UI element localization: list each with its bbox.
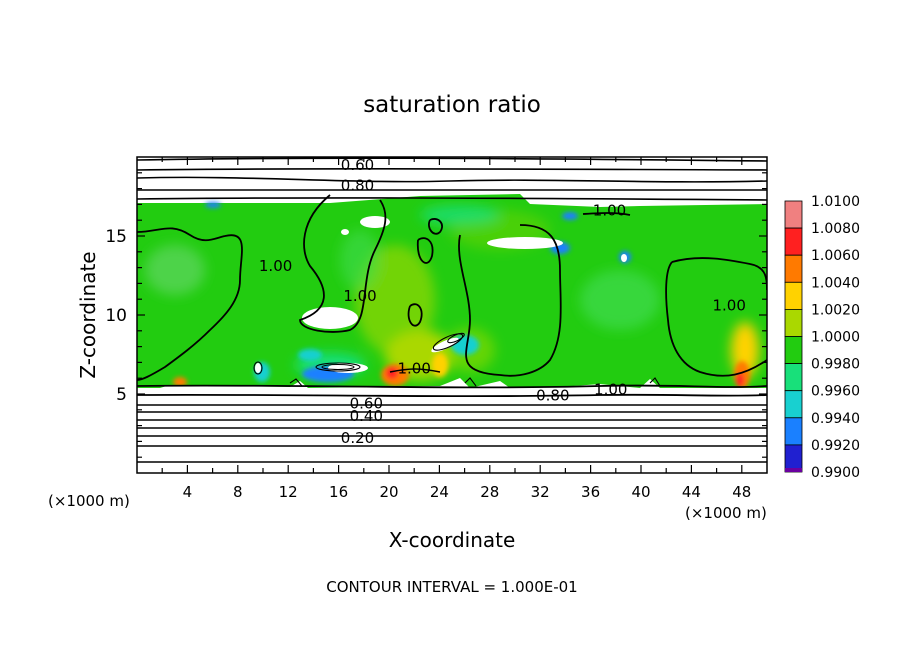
colorbar-swatch bbox=[784, 390, 803, 419]
colorbar-swatch bbox=[784, 200, 803, 229]
x-tick-label: 44 bbox=[682, 483, 701, 501]
contour-interval-text: CONTOUR INTERVAL = 1.000E-01 bbox=[326, 578, 577, 596]
colorbar-swatch bbox=[784, 281, 803, 310]
colorbar-label: 0.9980 bbox=[811, 357, 860, 373]
y-tick-label: 15 bbox=[105, 227, 127, 247]
contour-label: 0.60 bbox=[350, 394, 383, 412]
x-tick-label: 28 bbox=[480, 483, 499, 501]
y-axis: 5 10 15 bbox=[105, 172, 767, 458]
y-tick-label: 5 bbox=[116, 385, 127, 405]
x-tick-label: 24 bbox=[430, 483, 449, 501]
colorbar-label: 0.9940 bbox=[811, 411, 860, 427]
colorbar-swatch bbox=[784, 336, 803, 365]
x-tick-label: 32 bbox=[531, 483, 550, 501]
colorbar-label: 1.0080 bbox=[811, 221, 860, 237]
contour-label: 0.20 bbox=[341, 429, 374, 447]
x-tick-label: 4 bbox=[183, 483, 193, 501]
x-tick-label: 20 bbox=[379, 483, 398, 501]
contour-label: 1.00 bbox=[343, 287, 376, 305]
contour-label: 0.80 bbox=[536, 387, 569, 405]
colorbar-label: 0.9920 bbox=[811, 438, 860, 454]
x-tick-label: 40 bbox=[631, 483, 650, 501]
contour-label: 0.80 bbox=[341, 176, 374, 194]
colorbar-swatch bbox=[784, 363, 803, 392]
x-tick-label: 8 bbox=[233, 483, 243, 501]
colorbar-swatch bbox=[784, 227, 803, 256]
x-tick-label: 48 bbox=[732, 483, 751, 501]
x-tick-label: 16 bbox=[329, 483, 348, 501]
colorbar-label: 0.9960 bbox=[811, 384, 860, 400]
contour-label: 1.00 bbox=[259, 257, 292, 275]
colorbar: 1.0100 1.0080 1.0060 1.0040 1.0020 1.0000 0.99… bbox=[784, 194, 860, 481]
x-unit-right: (×1000 m) bbox=[685, 504, 767, 522]
x-axis: 4 8 12 16 20 24 28 32 36 40 44 48 bbox=[161, 157, 751, 501]
saturation-field bbox=[137, 194, 767, 388]
x-axis-label: X-coordinate bbox=[389, 528, 516, 552]
colorbar-label: 1.0040 bbox=[811, 275, 860, 291]
colorbar-label: 1.0100 bbox=[811, 194, 860, 210]
chart-title: saturation ratio bbox=[363, 92, 541, 118]
contour-label: 0.40 bbox=[350, 407, 383, 425]
colorbar-swatch bbox=[784, 308, 803, 337]
x-tick-label: 36 bbox=[581, 483, 600, 501]
contour-label: 1.00 bbox=[712, 297, 745, 315]
colorbar-swatch bbox=[784, 254, 803, 283]
colorbar-swatch bbox=[785, 468, 802, 472]
contour-label: 1.00 bbox=[593, 202, 626, 220]
x-tick-label: 12 bbox=[279, 483, 298, 501]
x-unit-left: (×1000 m) bbox=[48, 492, 130, 510]
y-axis-label: Z-coordinate bbox=[76, 251, 100, 378]
colorbar-swatch bbox=[784, 417, 803, 446]
colorbar-label: 1.0060 bbox=[811, 248, 860, 264]
y-tick-label: 10 bbox=[105, 306, 127, 326]
colorbar-swatch bbox=[784, 444, 803, 473]
colorbar-label: 1.0000 bbox=[811, 330, 860, 346]
colorbar-label: 0.9900 bbox=[811, 465, 860, 481]
plot-area: 0.60 0.80 1.00 1.00 1.00 1.00 1.00 1.00 0.80 0.60… bbox=[137, 156, 767, 473]
contour-label: 1.00 bbox=[594, 380, 627, 398]
colorbar-label: 1.0020 bbox=[811, 302, 860, 318]
contour-label: 1.00 bbox=[397, 360, 430, 378]
contour-label: 0.60 bbox=[341, 156, 374, 174]
